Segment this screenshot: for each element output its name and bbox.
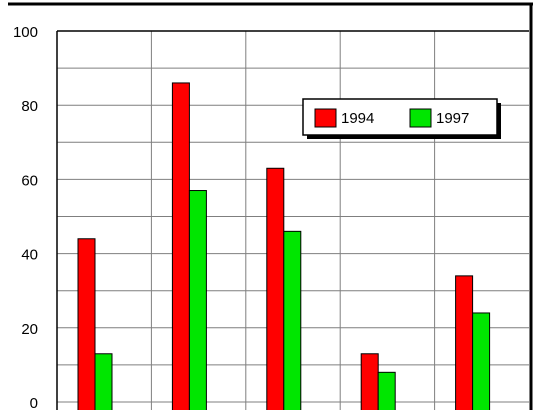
legend-label-1994: 1994 <box>341 110 374 127</box>
bar-1997-1 <box>94 353 113 413</box>
y-tick-label: 80 <box>21 98 38 115</box>
bar-1994-5 <box>455 275 474 413</box>
bars-layer <box>77 82 491 413</box>
y-tick-label: 0 <box>30 395 38 410</box>
bar-1994-2 <box>171 82 190 413</box>
bar-1997-3 <box>283 230 302 413</box>
legend-swatch-1997 <box>409 108 432 128</box>
bar-1997-5 <box>472 312 491 413</box>
bar-1997-4 <box>377 371 396 413</box>
bar-1994-3 <box>266 167 285 413</box>
axis-layer: 0 20 40 60 80 100 <box>8 2 533 412</box>
legend: 1994 1997 <box>302 98 501 139</box>
y-tick-label: 20 <box>21 321 38 338</box>
legend-label-1997: 1997 <box>436 110 469 127</box>
y-tick-label: 100 <box>13 24 38 41</box>
y-tick-label: 60 <box>21 172 38 189</box>
bar-1994-4 <box>360 353 379 413</box>
bar-1997-2 <box>188 190 207 413</box>
y-tick-label: 40 <box>21 247 38 264</box>
legend-swatch-1994 <box>314 108 337 128</box>
bar-1994-1 <box>77 238 96 413</box>
